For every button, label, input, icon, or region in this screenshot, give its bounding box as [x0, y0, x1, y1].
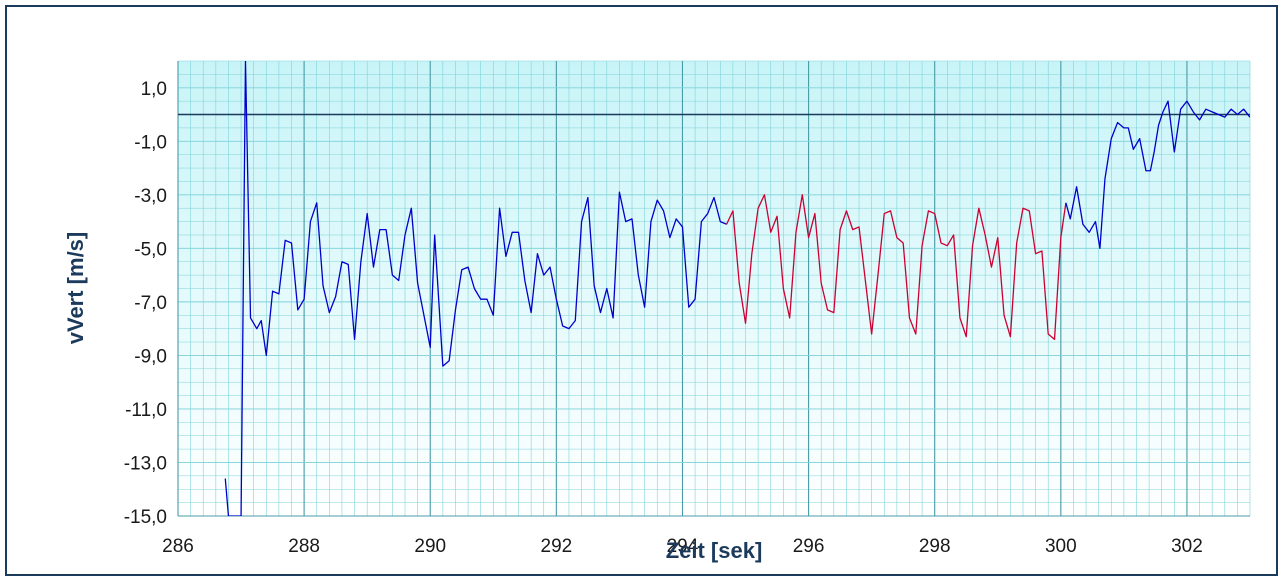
series-layer — [224, 61, 1250, 516]
y-tick-label: -3,0 — [134, 186, 167, 207]
y-tick-labels: 1,0 -1,0 -3,0 -5,0 -7,0 -9,0 -11,0 -13,0 -15,0 — [124, 79, 167, 528]
x-tick-label: 300 — [1045, 536, 1077, 557]
y-tick-label: -9,0 — [134, 346, 167, 367]
y-tick-label: -13,0 — [124, 453, 167, 474]
x-tick-labels: 286 288 290 292 294 296 298 300 302 — [162, 536, 1203, 557]
x-axis-title: Zeit [sek] — [666, 538, 763, 563]
series-line-1 — [224, 61, 727, 516]
x-tick-label: 294 — [667, 536, 699, 557]
x-tick-label: 298 — [919, 536, 951, 557]
y-tick-label: -15,0 — [124, 507, 167, 528]
x-tick-label: 290 — [414, 536, 446, 557]
series-line-2 — [726, 194, 1067, 341]
y-tick-label: 1,0 — [141, 79, 167, 100]
x-tick-label: 296 — [793, 536, 825, 557]
y-tick-label: -11,0 — [125, 400, 167, 421]
y-axis-title: vVert [m/s] — [63, 232, 88, 345]
x-tick-label: 286 — [162, 536, 194, 557]
y-tick-label: -1,0 — [134, 132, 167, 153]
y-tick-label: -5,0 — [134, 239, 167, 260]
x-tick-label: 288 — [288, 536, 320, 557]
series-line-3 — [1065, 100, 1250, 250]
minor-grid — [177, 60, 1251, 517]
y-tick-label: -7,0 — [134, 293, 167, 314]
x-tick-label: 292 — [541, 536, 573, 557]
major-grid — [177, 61, 1250, 517]
x-tick-label: 302 — [1171, 536, 1203, 557]
